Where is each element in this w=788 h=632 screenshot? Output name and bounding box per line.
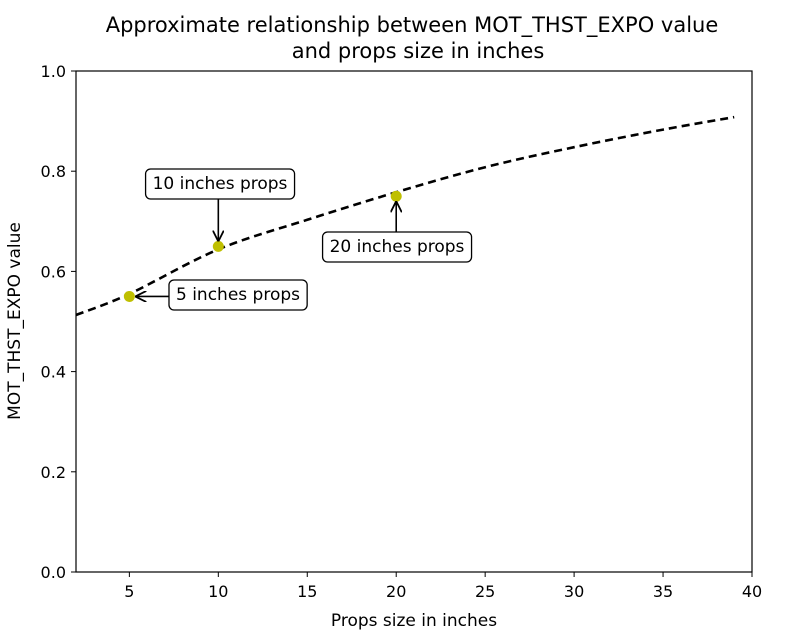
x-tick-label: 35 [653,582,673,601]
annotation-text: 20 inches props [330,237,465,257]
x-tick-label: 10 [208,582,228,601]
annotations-group: 5 inches props 10 inches props 20 inches p… [136,168,473,311]
data-point [390,190,402,202]
annotation-2: 10 inches props [144,168,296,240]
ticks-group: 5 10 15 20 25 30 35 40 0.0 0.2 0.4 0.6 0.8 1.0 [41,62,763,601]
annotation-text: 10 inches props [153,174,288,194]
x-tick-label: 15 [297,582,317,601]
data-point [212,240,224,252]
annotation-1: 5 inches props [136,279,308,311]
y-tick-label: 1.0 [41,62,66,81]
x-tick-label: 5 [124,582,134,601]
data-point [123,290,135,302]
x-tick-label: 30 [564,582,584,601]
axes-frame [75,70,753,573]
annotation-3: 20 inches props [321,202,473,263]
points-group [123,190,402,302]
annotation-text: 5 inches props [176,285,300,305]
annotation-box [168,279,308,311]
annotation-box [321,231,473,263]
y-tick-label: 0.8 [41,162,66,181]
chart-title-line-1: Approximate relationship between MOT_THS… [106,13,719,38]
y-tick-label: 0.6 [41,262,66,281]
x-tick-label: 20 [386,582,406,601]
y-axis-label: MOT_THST_EXPO value [5,222,25,420]
x-axis-label: Props size in inches [331,611,497,631]
axes-frame-group [75,70,753,573]
x-tick-label: 25 [475,582,495,601]
chart-title-line-2: and props size in inches [292,39,545,63]
y-tick-label: 0.4 [41,363,66,382]
y-tick-label: 0.2 [41,463,66,482]
y-tick-label: 0.0 [41,563,66,582]
annotation-box [144,168,296,200]
x-tick-label: 40 [742,582,762,601]
